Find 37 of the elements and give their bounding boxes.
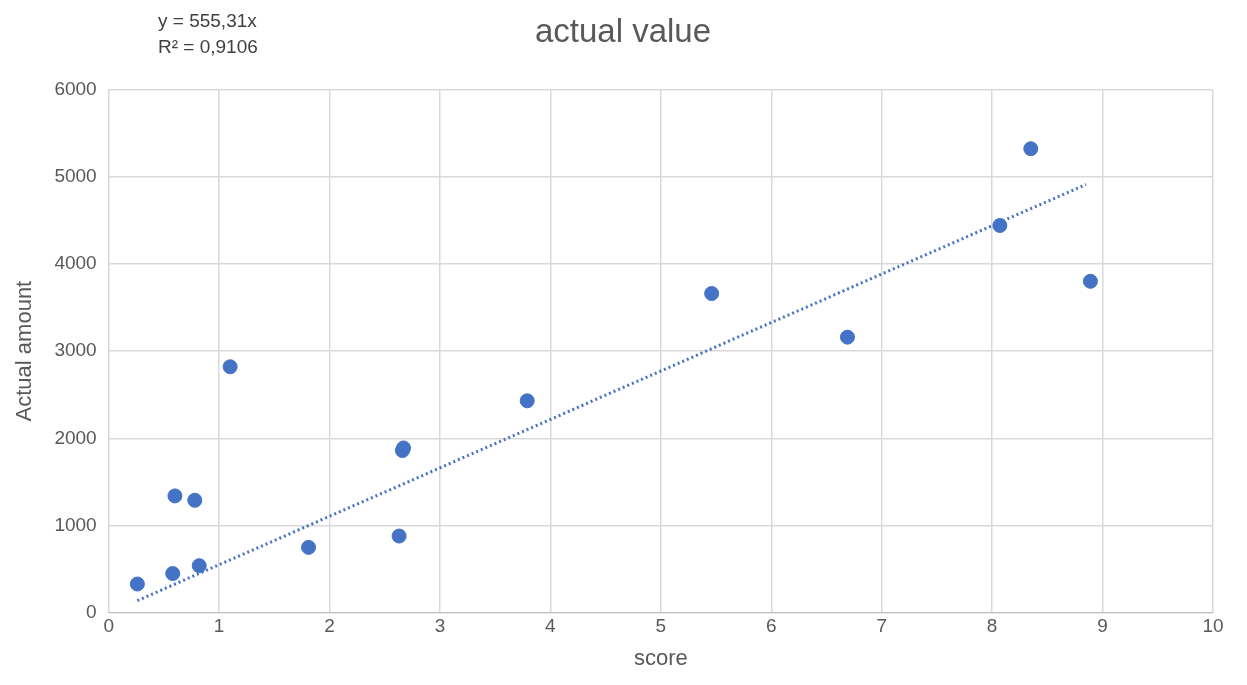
y-tick-label: 3000 [54, 339, 97, 361]
y-tick-label: 4000 [54, 252, 97, 274]
x-tick-label: 8 [986, 615, 998, 637]
point [165, 566, 181, 582]
y-tick-label: 6000 [54, 77, 97, 99]
text: R² = 0,9106 [158, 35, 258, 59]
x-tick-label: 4 [545, 615, 557, 637]
x-tick-label: 7 [876, 615, 887, 637]
x-tick-label: 10 [1202, 615, 1224, 637]
point [839, 329, 855, 345]
chart-title: actual value [534, 12, 712, 49]
point [191, 558, 207, 574]
x-axis-title: score [633, 644, 688, 670]
y-tick-label: 0 [86, 601, 97, 623]
x-tick-label: 3 [434, 615, 446, 637]
point [391, 528, 407, 544]
y-axis-title: Actual amount [11, 280, 37, 422]
x-tick-label: 9 [1097, 615, 1108, 637]
x-tick-label: 6 [765, 615, 777, 637]
text: y = 555,31x [158, 9, 258, 33]
point [704, 286, 720, 302]
y-tick-label: 2000 [54, 426, 97, 448]
y-tick-label: 5000 [54, 164, 97, 186]
point [1023, 141, 1039, 157]
point [222, 359, 238, 375]
x-tick-label: 2 [324, 615, 335, 637]
point [519, 393, 535, 409]
point [167, 488, 183, 504]
x-tick-label: 1 [213, 615, 225, 637]
y-tick-label: 1000 [54, 513, 97, 535]
x-tick-label: 5 [655, 615, 667, 637]
point [187, 492, 203, 508]
point [992, 217, 1008, 233]
point [1082, 273, 1098, 289]
x-tick-label: 0 [103, 615, 114, 637]
point [129, 576, 145, 592]
point [301, 539, 317, 555]
